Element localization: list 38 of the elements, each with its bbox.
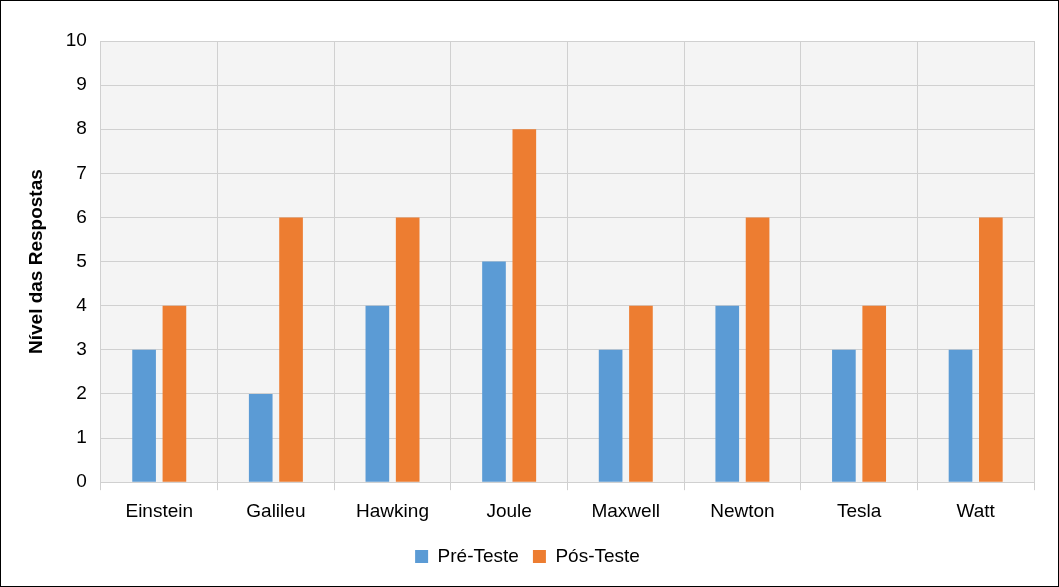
y-tick-label: 1	[76, 426, 87, 448]
x-tick-label: Watt	[956, 499, 996, 521]
y-tick-label: 7	[76, 161, 87, 183]
y-tick-label: 4	[76, 293, 88, 315]
bar	[279, 217, 303, 482]
y-axis-title: Nível das Respostas	[24, 169, 46, 355]
bar	[948, 349, 973, 482]
y-tick-label: 5	[76, 249, 87, 271]
bar	[365, 305, 390, 482]
legend-label: Pós-Teste	[555, 544, 640, 566]
bar	[598, 349, 623, 482]
bar	[745, 217, 770, 482]
x-tick-label: Hawking	[356, 499, 429, 521]
bar	[482, 261, 506, 482]
y-tick-label: 6	[76, 205, 87, 227]
bar	[132, 349, 156, 482]
y-tick-label: 0	[76, 470, 87, 492]
y-tick-label: 10	[65, 29, 87, 51]
bar	[395, 217, 420, 482]
y-tick-label: 8	[76, 117, 87, 139]
y-tick-label: 9	[76, 73, 87, 95]
x-tick-label: Einstein	[125, 499, 194, 521]
x-tick-label: Maxwell	[591, 499, 661, 521]
bar	[715, 305, 740, 482]
y-tick-label: 3	[76, 338, 87, 360]
x-tick-label: Tesla	[836, 499, 882, 521]
bar	[162, 305, 187, 482]
x-tick-label: Newton	[710, 499, 775, 521]
bar	[832, 349, 856, 482]
y-tick-label: 2	[76, 382, 87, 404]
bar	[862, 305, 887, 482]
legend-label: Pré-Teste	[437, 544, 519, 566]
bar	[512, 129, 537, 482]
x-tick-label: Joule	[486, 499, 532, 521]
x-tick-label: Galileu	[246, 499, 306, 521]
bar	[629, 305, 653, 482]
bar	[979, 217, 1003, 482]
bar	[248, 393, 273, 482]
